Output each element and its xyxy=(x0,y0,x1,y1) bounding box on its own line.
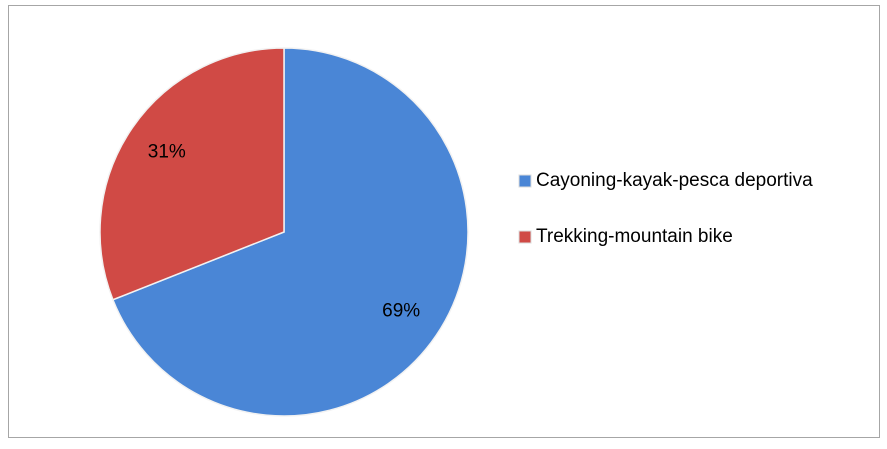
legend-swatch xyxy=(518,174,532,188)
legend-label: Cayoning-kayak-pesca deportiva xyxy=(536,170,813,191)
legend-swatch xyxy=(518,230,532,244)
data-label: 31% xyxy=(148,141,186,162)
pie-slice xyxy=(111,47,469,417)
data-label: 69% xyxy=(382,301,420,322)
pie-slice xyxy=(99,47,285,301)
legend-label: Trekking-mountain bike xyxy=(536,226,733,247)
